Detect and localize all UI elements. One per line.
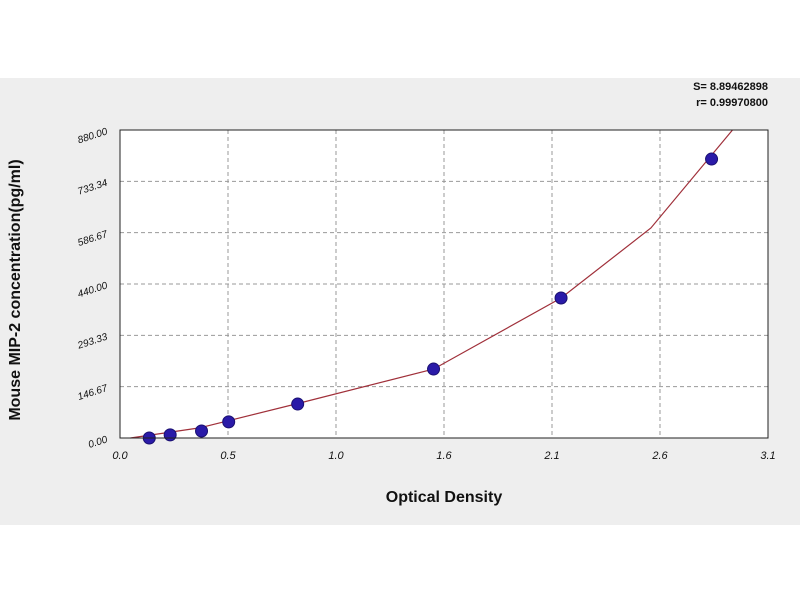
x-axis-label: Optical Density <box>386 489 503 506</box>
x-tick-label: 0.5 <box>220 450 236 462</box>
data-point <box>195 424 209 438</box>
x-tick-label: 2.6 <box>651 450 668 462</box>
data-point <box>163 428 177 442</box>
y-axis-label: Mouse MIP-2 concentration(pg/ml) <box>7 159 24 420</box>
plot-border <box>119 129 769 439</box>
x-tick-label: 3.1 <box>760 450 775 462</box>
data-point <box>427 362 441 376</box>
data-point <box>554 291 568 305</box>
x-tick-label: 2.1 <box>543 450 559 462</box>
x-tick-label: 0.0 <box>112 450 128 462</box>
data-point <box>291 397 305 411</box>
data-point <box>222 415 236 429</box>
annotation: r= 0.99970800 <box>696 97 768 109</box>
x-tick-label: 1.6 <box>436 450 452 462</box>
data-point <box>705 152 719 166</box>
x-tick-label: 1.0 <box>328 450 344 462</box>
annotation: S= 8.89462898 <box>693 81 768 93</box>
